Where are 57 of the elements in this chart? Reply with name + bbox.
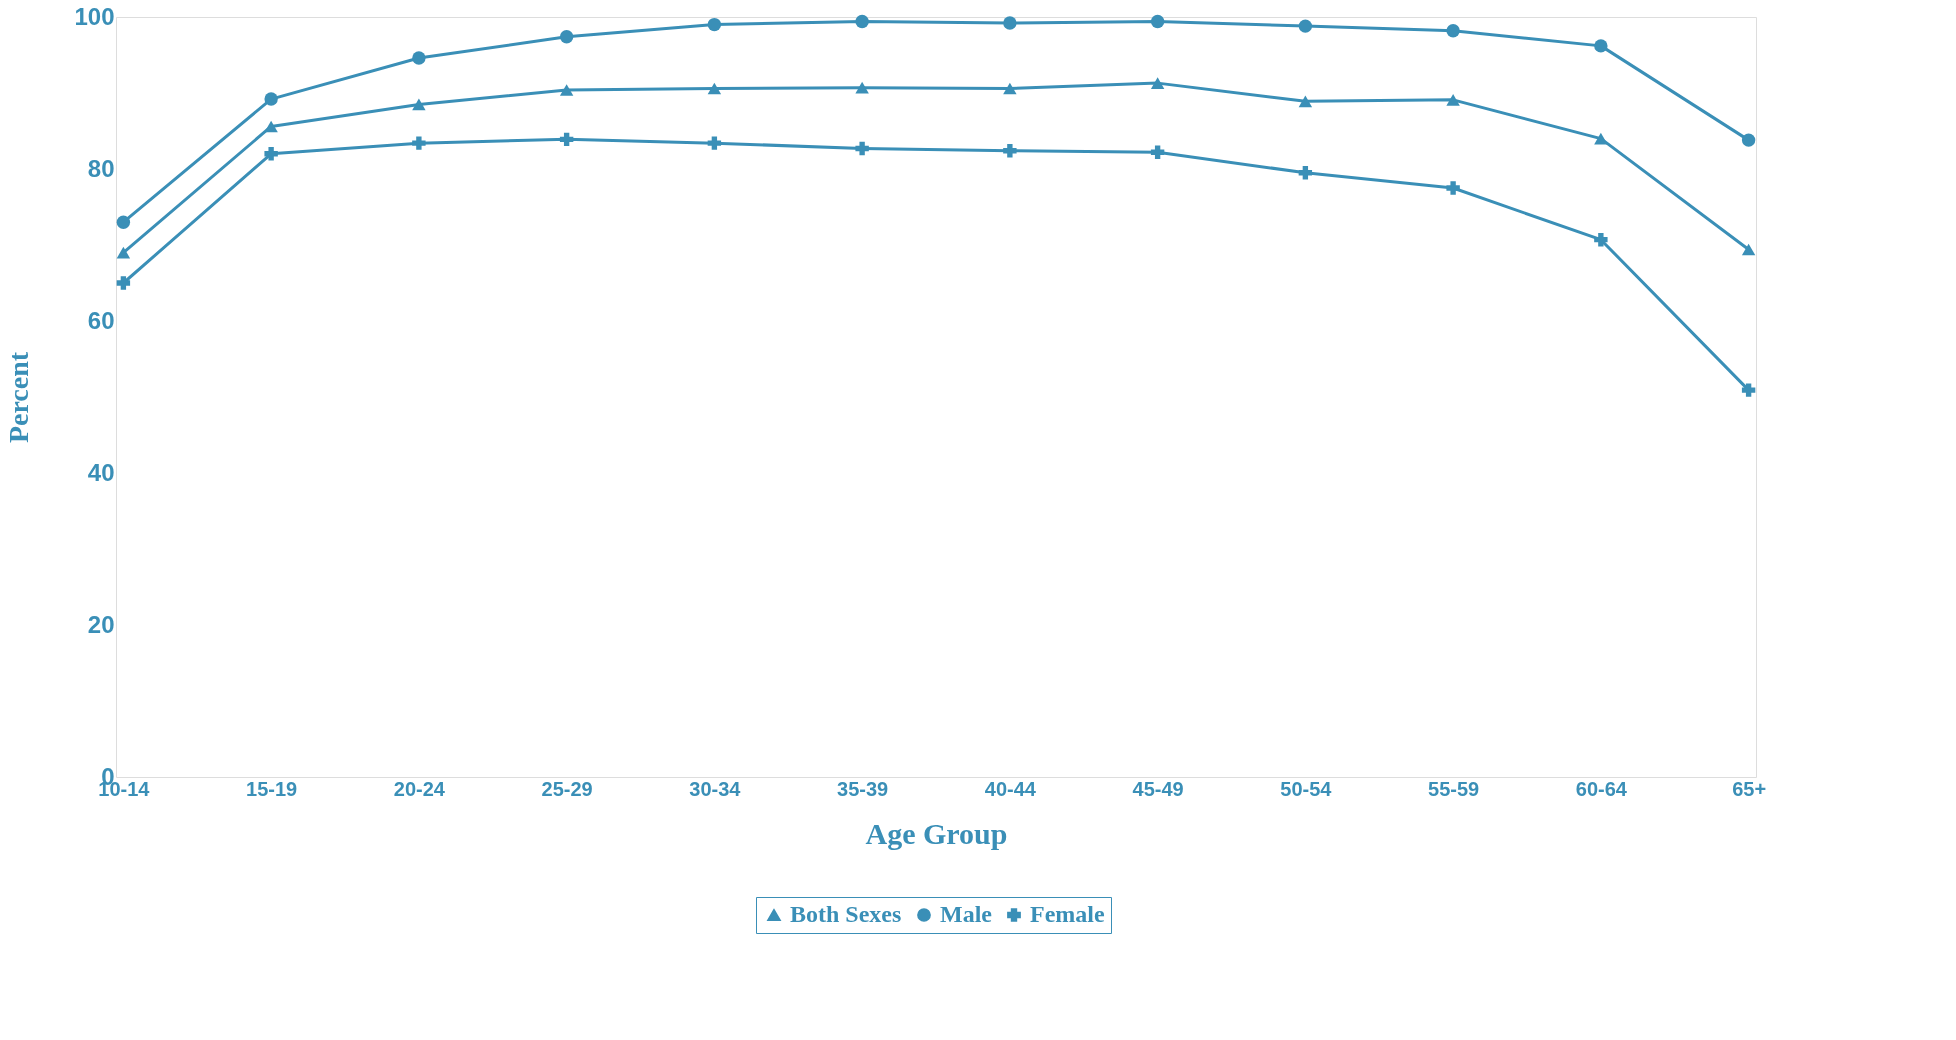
x-tick-label: 25-29 <box>541 777 593 800</box>
point <box>412 51 426 65</box>
point <box>1003 16 1017 30</box>
point <box>1298 95 1313 108</box>
point <box>412 136 426 150</box>
point <box>264 147 278 161</box>
point <box>1446 181 1460 195</box>
point <box>1298 19 1313 33</box>
point <box>1594 232 1608 247</box>
legend-label: Both Sexes <box>790 901 902 927</box>
point <box>412 98 426 111</box>
y-tick-label: 20 <box>87 610 115 638</box>
point <box>116 276 131 290</box>
legend-label: Female <box>1030 901 1105 927</box>
y-tick-label: 60 <box>87 306 115 334</box>
point <box>855 81 869 94</box>
point <box>707 136 722 150</box>
point <box>559 132 574 147</box>
point <box>1446 23 1460 38</box>
point <box>1594 132 1608 145</box>
x-tick-label: 50-54 <box>1280 777 1333 800</box>
x-tick-label: 35-39 <box>837 777 889 800</box>
x-tick-label: 55-59 <box>1428 777 1480 800</box>
point <box>559 84 574 96</box>
point <box>1003 144 1017 158</box>
y-tick-label: 80 <box>87 154 115 182</box>
x-tick-label: 15-19 <box>246 777 298 800</box>
y-axis-title: Percent <box>3 351 35 444</box>
x-tick-label: 40-44 <box>984 777 1037 800</box>
point <box>1741 383 1756 397</box>
x-tick-label: 30-34 <box>689 777 742 800</box>
point <box>264 92 278 106</box>
point <box>707 82 722 95</box>
point <box>1594 39 1608 53</box>
point <box>559 30 574 44</box>
point <box>1150 14 1165 29</box>
point <box>116 246 131 259</box>
point <box>1150 77 1165 89</box>
x-tick-label: 20-24 <box>393 777 446 800</box>
point <box>1741 133 1756 147</box>
y-tick-label: 40 <box>87 458 115 486</box>
point <box>707 17 722 32</box>
point <box>264 120 278 133</box>
point <box>1446 94 1460 106</box>
x-axis-title: Age Group <box>865 816 1008 850</box>
point <box>855 141 869 156</box>
point <box>855 14 869 29</box>
y-tick-label: 100 <box>74 2 115 30</box>
point <box>1741 243 1756 256</box>
x-tick-label: 65+ <box>1732 777 1767 800</box>
x-tick-label: 60-64 <box>1575 777 1628 800</box>
point <box>116 215 131 229</box>
legend-label: Male <box>940 901 993 927</box>
point <box>1150 145 1165 159</box>
point <box>1003 82 1017 95</box>
point <box>1298 166 1313 180</box>
x-tick-label: 45-49 <box>1132 777 1184 800</box>
